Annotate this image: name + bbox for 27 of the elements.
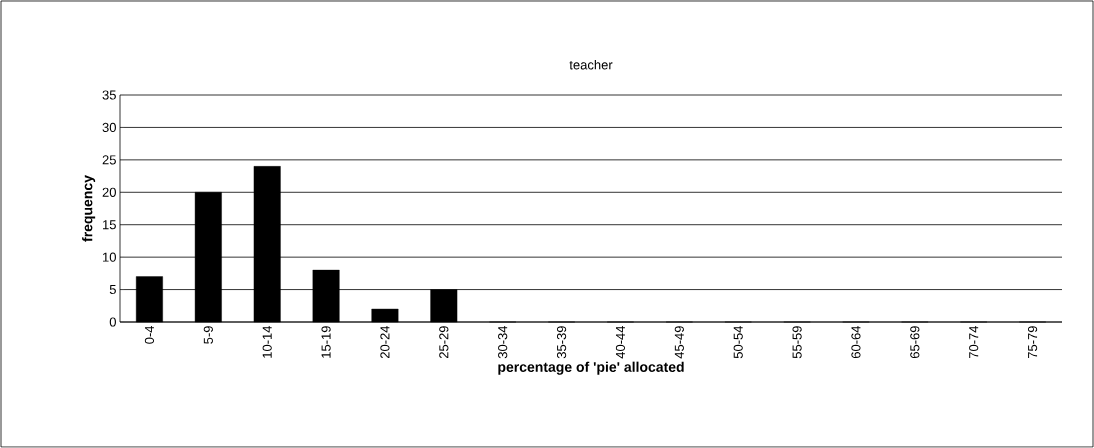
x-tick-label: 75-79 bbox=[1027, 326, 1038, 359]
x-tick-label: 60-64 bbox=[851, 325, 861, 359]
x-tick-label: 45-49 bbox=[674, 326, 684, 359]
x-axis-title: percentage of 'pie' allocated bbox=[498, 361, 684, 375]
x-tick-label: 15-19 bbox=[321, 326, 331, 358]
y-axis-title: frequency bbox=[82, 175, 96, 242]
y-tick-label: 15 bbox=[103, 220, 116, 230]
x-tick-label: 40-44 bbox=[615, 325, 626, 359]
x-tick-label: 0-4 bbox=[144, 325, 155, 344]
y-tick-label: 20 bbox=[102, 187, 116, 197]
x-tick-label: 70-74 bbox=[969, 325, 979, 359]
x-tick-label: 55-59 bbox=[792, 326, 802, 359]
chart-title: teacher bbox=[569, 59, 613, 70]
x-tick-label: 50-54 bbox=[733, 325, 743, 359]
y-tick-label: 25 bbox=[102, 155, 116, 165]
y-tick-label: 10 bbox=[103, 252, 116, 262]
x-tick-label: 20-24 bbox=[380, 325, 390, 359]
y-tick-label: 35 bbox=[102, 90, 116, 100]
x-tick-label: 5-9 bbox=[203, 326, 213, 344]
y-tick-label: 0 bbox=[109, 317, 116, 327]
x-tick-label: 65-69 bbox=[910, 326, 920, 359]
x-tick-label: 30-34 bbox=[498, 325, 508, 359]
x-tick-label: 10-14 bbox=[262, 325, 272, 358]
y-tick-label: 5 bbox=[109, 285, 116, 295]
x-tick-label: 35-39 bbox=[556, 326, 567, 359]
x-tick-label: 25-29 bbox=[439, 326, 449, 359]
y-tick-label: 30 bbox=[102, 122, 116, 133]
